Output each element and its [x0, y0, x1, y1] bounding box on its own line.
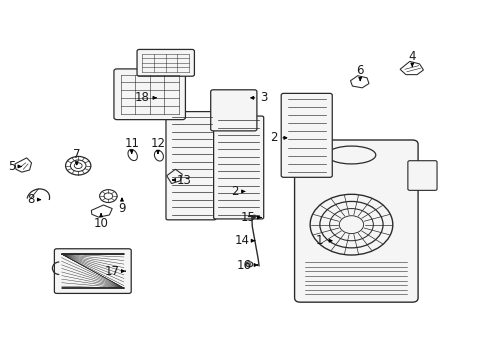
Text: 12: 12	[150, 137, 165, 153]
FancyBboxPatch shape	[407, 161, 436, 190]
FancyBboxPatch shape	[114, 69, 185, 120]
Text: 7: 7	[73, 148, 81, 165]
Text: 17: 17	[104, 265, 125, 278]
FancyBboxPatch shape	[137, 49, 194, 76]
FancyBboxPatch shape	[281, 93, 331, 177]
Text: 10: 10	[93, 214, 108, 230]
FancyBboxPatch shape	[210, 90, 256, 131]
FancyBboxPatch shape	[213, 116, 263, 219]
FancyBboxPatch shape	[294, 140, 417, 302]
Text: 2: 2	[230, 185, 244, 198]
FancyBboxPatch shape	[54, 249, 131, 293]
Text: 5: 5	[8, 160, 21, 173]
Text: 16: 16	[237, 258, 257, 271]
Text: 18: 18	[135, 91, 156, 104]
Text: 2: 2	[269, 131, 286, 144]
Text: 1: 1	[315, 234, 331, 247]
Text: 3: 3	[250, 91, 267, 104]
Text: 6: 6	[356, 64, 363, 80]
Text: 13: 13	[172, 174, 191, 186]
Text: 9: 9	[118, 198, 125, 215]
Text: 4: 4	[407, 50, 415, 66]
FancyBboxPatch shape	[165, 112, 216, 220]
Text: 15: 15	[240, 211, 261, 224]
Text: 14: 14	[234, 234, 255, 247]
Text: 8: 8	[27, 193, 41, 206]
Text: 11: 11	[124, 137, 139, 153]
